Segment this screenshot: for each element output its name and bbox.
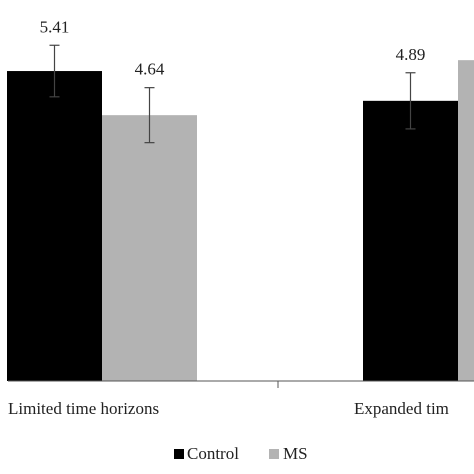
legend-swatch-ms: [269, 449, 279, 459]
legend-label-control: Control: [187, 444, 239, 463]
legend-swatch-control: [174, 449, 184, 459]
data-label-ms-0: 4.64: [135, 60, 165, 79]
error-bar-ms-0: [144, 87, 155, 144]
data-label-control-0: 5.41: [40, 17, 70, 36]
bar-ms-0: [102, 115, 197, 382]
error-bar-control-0: [49, 44, 60, 98]
x-tick-label-expanded: Expanded tim: [354, 399, 449, 418]
legend: Control MS: [174, 444, 308, 463]
error-bar-control-1: [405, 72, 416, 130]
data-labels: 5.41 4.64 4.89: [40, 17, 426, 78]
bar-control-0: [7, 71, 102, 381]
bar-ms-1: [458, 60, 474, 381]
x-tick-label-limited: Limited time horizons: [8, 399, 159, 418]
bars: [7, 60, 474, 382]
error-bars: [49, 44, 416, 144]
legend-label-ms: MS: [283, 444, 308, 463]
data-label-control-1: 4.89: [396, 45, 426, 64]
bar-control-1: [363, 100, 458, 381]
